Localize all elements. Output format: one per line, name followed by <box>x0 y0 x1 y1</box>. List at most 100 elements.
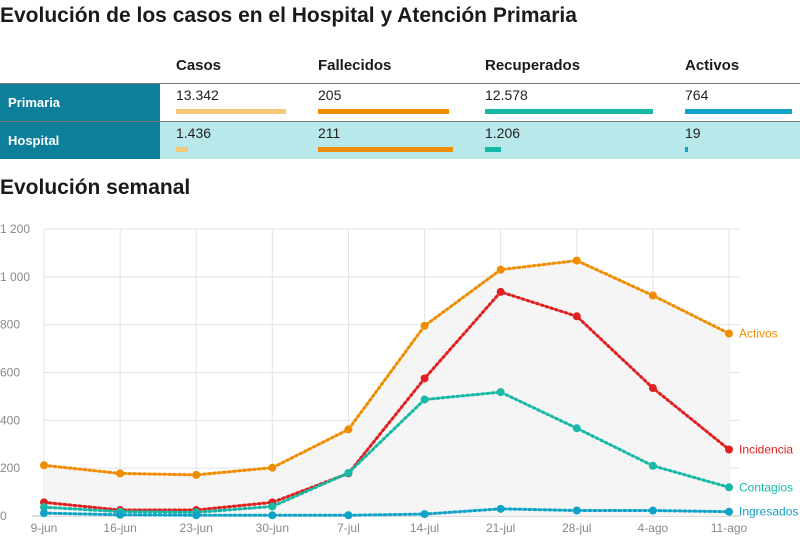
series-label-incidencia: Incidencia <box>739 443 793 457</box>
point-activos <box>116 469 125 478</box>
point-activos <box>648 291 657 300</box>
y-tick-label: 1 000 <box>0 270 30 284</box>
value-hospital-activos: 19 <box>685 125 701 141</box>
cell-hospital-fallecidos: 211 <box>318 125 453 157</box>
column-header-activos: Activos <box>685 57 740 74</box>
bar-primaria-casos <box>176 109 286 114</box>
y-tick-label: 800 <box>0 318 20 332</box>
series-points <box>40 256 733 520</box>
point-activos <box>420 321 429 330</box>
table-row-hospital: Hospital 1.436 211 1.206 19 <box>0 121 800 159</box>
series-line-ingresados <box>42 507 731 517</box>
x-tick-label: 4-ago <box>638 521 669 535</box>
point-incidencia <box>572 312 581 321</box>
value-hospital-fallecidos: 211 <box>318 125 341 141</box>
row-label-hospital: Hospital <box>0 122 160 159</box>
value-primaria-casos: 13.342 <box>176 87 219 103</box>
point-ingresados <box>420 510 429 519</box>
x-tick-label: 30-jun <box>256 521 289 535</box>
x-tick-label: 11-ago <box>711 521 748 535</box>
cell-primaria-casos: 13.342 <box>176 87 286 119</box>
point-activos <box>192 470 201 479</box>
point-ingresados <box>116 510 125 519</box>
series-line-contagios <box>42 390 731 514</box>
point-ingresados <box>648 506 657 515</box>
point-ingresados <box>572 506 581 515</box>
x-tick-label: 28-jul <box>562 521 591 535</box>
value-primaria-fallecidos: 205 <box>318 87 342 103</box>
series-line-incidencia <box>42 290 731 512</box>
bar-primaria-fallecidos <box>318 109 450 114</box>
point-activos <box>496 265 505 274</box>
point-ingresados <box>496 504 505 513</box>
point-contagios <box>344 468 353 477</box>
point-contagios <box>725 483 733 492</box>
series-label-ingresados: Ingresados <box>739 505 798 519</box>
y-tick-label: 600 <box>0 366 20 380</box>
x-tick-label: 14-jul <box>410 521 439 535</box>
point-ingresados <box>192 511 201 520</box>
table-header: Casos Fallecidos Recuperados Activos <box>0 47 800 83</box>
line-chart: 0 200 400 600 800 1 000 1 200 9-jun 16-jun 23-jun… <box>0 222 798 535</box>
bar-primaria-activos <box>685 109 792 114</box>
value-primaria-recuperados: 12.578 <box>485 87 528 103</box>
point-incidencia <box>725 445 733 454</box>
bar-primaria-recuperados <box>485 109 653 114</box>
point-activos <box>40 461 48 470</box>
point-activos <box>725 329 733 338</box>
cell-primaria-fallecidos: 205 <box>318 87 450 119</box>
y-tick-label: 400 <box>0 413 20 427</box>
y-tick-label: 0 <box>0 509 7 523</box>
activos-area-fill <box>44 260 729 516</box>
series-label-contagios: Contagios <box>739 480 793 494</box>
x-tick-label: 16-jun <box>103 521 136 535</box>
y-tick-label: 1 200 <box>0 222 30 236</box>
bar-hospital-casos <box>176 147 188 152</box>
summary-table: Casos Fallecidos Recuperados Activos Pri… <box>0 47 800 159</box>
chart-labels: 0 200 400 600 800 1 000 1 200 9-jun 16-jun 23-jun… <box>0 222 798 535</box>
cell-hospital-recuperados: 1.206 <box>485 125 520 157</box>
point-contagios <box>420 395 429 404</box>
value-primaria-activos: 764 <box>685 87 709 103</box>
point-ingresados <box>725 507 733 516</box>
cell-hospital-casos: 1.436 <box>176 125 211 157</box>
y-tick-label: 200 <box>0 461 20 475</box>
x-tick-label: 7-jul <box>337 521 360 535</box>
row-label-primaria: Primaria <box>0 84 160 121</box>
point-incidencia <box>420 374 429 383</box>
point-contagios <box>40 503 48 512</box>
value-hospital-recuperados: 1.206 <box>485 125 521 141</box>
table-row-primaria: Primaria 13.342 205 12.578 764 <box>0 83 800 121</box>
column-header-fallecidos: Fallecidos <box>318 57 392 74</box>
cell-primaria-activos: 764 <box>685 87 792 119</box>
activos-area <box>44 260 729 516</box>
point-incidencia <box>648 384 657 393</box>
point-incidencia <box>496 287 505 296</box>
point-ingresados <box>268 511 277 520</box>
series-lines <box>42 259 731 517</box>
point-activos <box>344 425 353 434</box>
point-contagios <box>572 424 581 433</box>
column-header-casos: Casos <box>176 57 222 74</box>
x-tick-label: 21-jul <box>486 521 515 535</box>
point-activos <box>572 256 581 265</box>
bar-hospital-recuperados <box>485 147 502 152</box>
point-contagios <box>268 502 277 511</box>
point-activos <box>268 463 277 472</box>
cell-hospital-activos: 19 <box>685 125 701 157</box>
page-title: Evolución de los casos en el Hospital y … <box>0 4 577 27</box>
column-header-recuperados: Recuperados <box>485 57 581 74</box>
bar-hospital-activos <box>685 147 688 152</box>
bar-hospital-fallecidos <box>318 147 453 152</box>
value-hospital-casos: 1.436 <box>176 125 212 141</box>
point-contagios <box>648 461 657 470</box>
chart-title: Evolución semanal <box>0 176 191 199</box>
point-ingresados <box>344 511 353 520</box>
cell-primaria-recuperados: 12.578 <box>485 87 653 119</box>
point-ingresados <box>40 509 48 518</box>
point-contagios <box>496 388 505 397</box>
series-line-activos <box>42 259 731 477</box>
x-tick-label: 9-jun <box>31 521 58 535</box>
x-tick-label: 23-jun <box>180 521 213 535</box>
series-label-activos: Activos <box>739 327 778 341</box>
